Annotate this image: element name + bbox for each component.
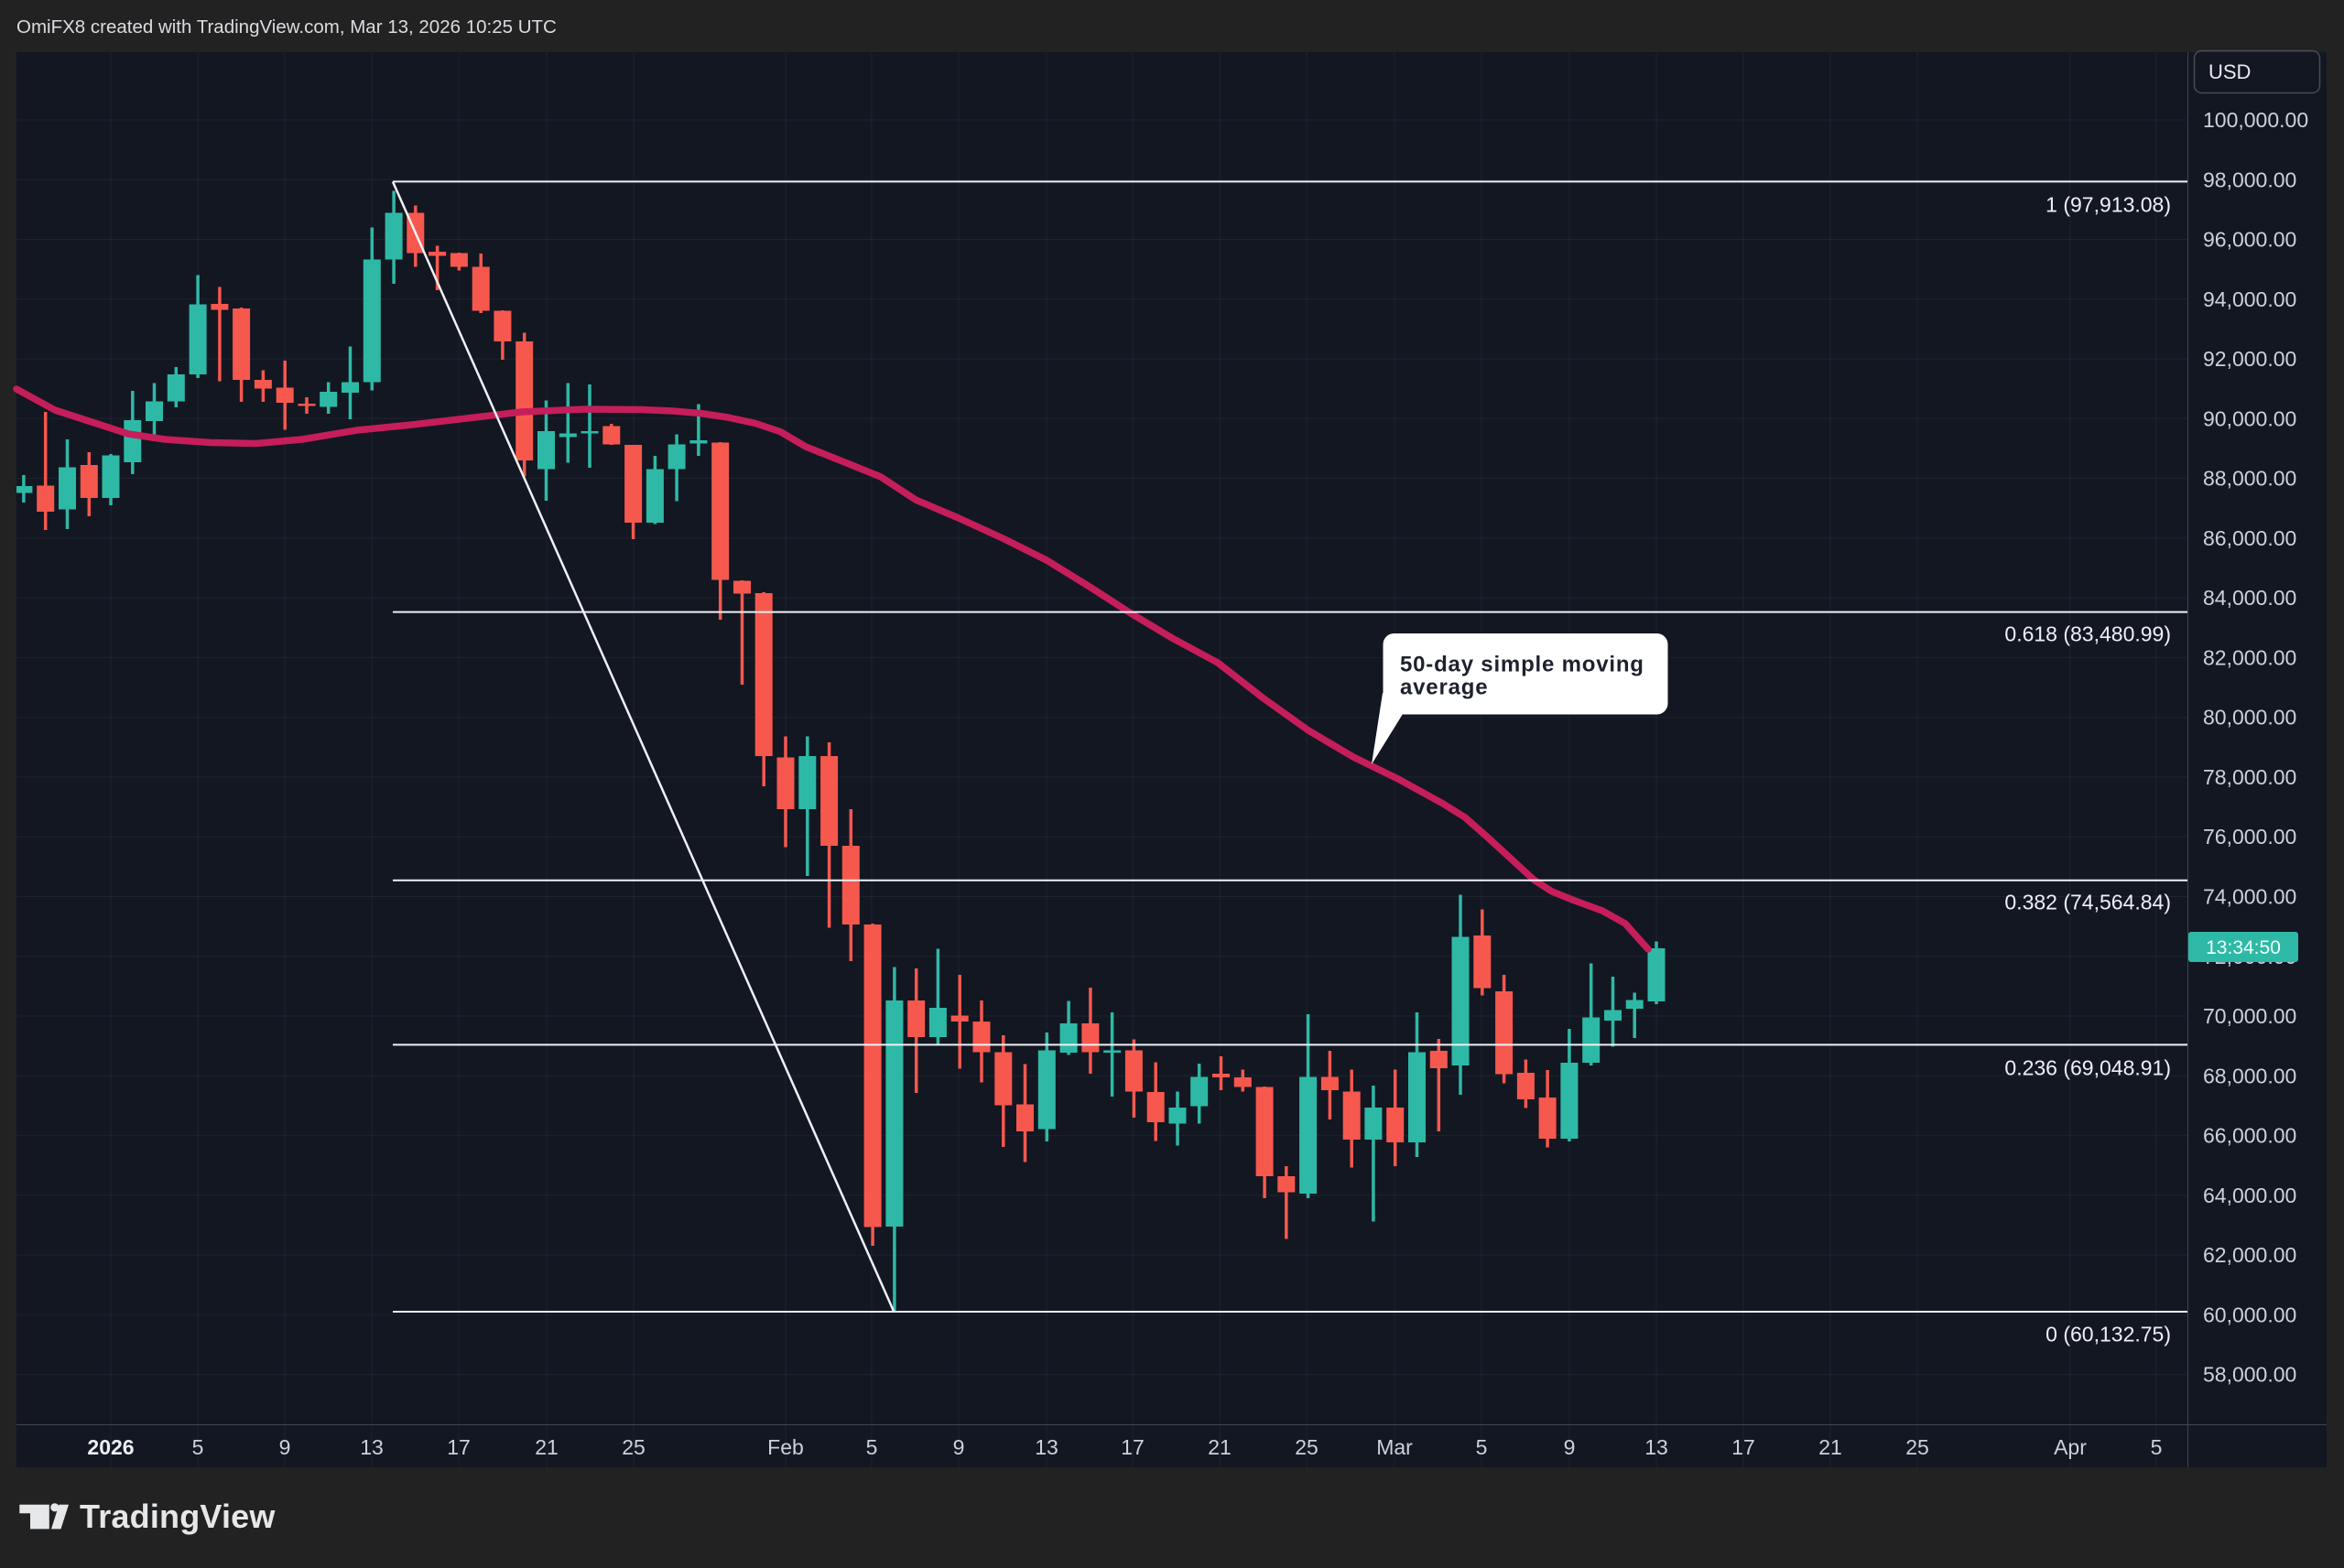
svg-text:5: 5 [1476,1435,1488,1459]
svg-text:96,000.00: 96,000.00 [2203,228,2296,252]
svg-text:Feb: Feb [767,1435,804,1459]
svg-text:0.618 (83,480.99): 0.618 (83,480.99) [2004,622,2171,646]
svg-text:Mar: Mar [1376,1435,1413,1459]
svg-text:13: 13 [360,1435,384,1459]
svg-text:62,000.00: 62,000.00 [2203,1243,2296,1267]
svg-text:100,000.00: 100,000.00 [2203,108,2308,132]
svg-text:9: 9 [1564,1435,1576,1459]
svg-text:21: 21 [1818,1435,1842,1459]
svg-text:17: 17 [1731,1435,1755,1459]
svg-text:25: 25 [1905,1435,1929,1459]
svg-text:13:34:50: 13:34:50 [2206,937,2281,958]
svg-text:TradingView: TradingView [80,1498,276,1535]
svg-text:OmiFX8 created with TradingVie: OmiFX8 created with TradingView.com, Mar… [16,16,557,38]
svg-text:82,000.00: 82,000.00 [2203,645,2296,669]
svg-text:66,000.00: 66,000.00 [2203,1124,2296,1148]
svg-text:21: 21 [535,1435,559,1459]
svg-text:17: 17 [447,1435,471,1459]
svg-text:98,000.00: 98,000.00 [2203,168,2296,191]
svg-text:Apr: Apr [2054,1435,2087,1459]
svg-text:USD: USD [2208,60,2251,83]
svg-text:86,000.00: 86,000.00 [2203,526,2296,550]
svg-text:21: 21 [1208,1435,1232,1459]
svg-text:25: 25 [1295,1435,1318,1459]
svg-text:5: 5 [192,1435,204,1459]
svg-text:0 (60,132.75): 0 (60,132.75) [2046,1323,2171,1346]
svg-text:70,000.00: 70,000.00 [2203,1004,2296,1028]
svg-text:13: 13 [1644,1435,1668,1459]
svg-text:58,000.00: 58,000.00 [2203,1363,2296,1387]
svg-text:0.236 (69,048.91): 0.236 (69,048.91) [2004,1056,2171,1080]
svg-text:0.382 (74,564.84): 0.382 (74,564.84) [2004,891,2171,914]
svg-text:25: 25 [622,1435,646,1459]
svg-text:78,000.00: 78,000.00 [2203,765,2296,789]
svg-text:60,000.00: 60,000.00 [2203,1303,2296,1326]
svg-text:74,000.00: 74,000.00 [2203,885,2296,909]
svg-text:5: 5 [2151,1435,2163,1459]
svg-text:5: 5 [866,1435,878,1459]
svg-text:76,000.00: 76,000.00 [2203,825,2296,849]
svg-text:1 (97,913.08): 1 (97,913.08) [2046,193,2171,217]
svg-text:50-day simple moving: 50-day simple moving [1400,653,1644,677]
svg-text:80,000.00: 80,000.00 [2203,706,2296,730]
svg-text:13: 13 [1035,1435,1058,1459]
svg-text:68,000.00: 68,000.00 [2203,1064,2296,1087]
svg-text:average: average [1400,676,1488,700]
svg-text:88,000.00: 88,000.00 [2203,467,2296,491]
svg-text:90,000.00: 90,000.00 [2203,406,2296,430]
svg-text:94,000.00: 94,000.00 [2203,287,2296,311]
svg-text:64,000.00: 64,000.00 [2203,1184,2296,1207]
svg-text:2026: 2026 [87,1435,134,1459]
svg-text:92,000.00: 92,000.00 [2203,347,2296,371]
svg-text:9: 9 [953,1435,965,1459]
svg-text:84,000.00: 84,000.00 [2203,586,2296,610]
svg-text:17: 17 [1121,1435,1145,1459]
svg-text:9: 9 [279,1435,291,1459]
